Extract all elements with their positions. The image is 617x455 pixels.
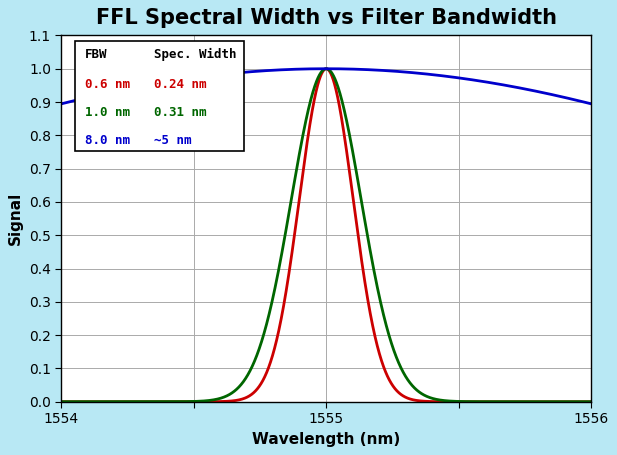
Y-axis label: Signal: Signal: [9, 192, 23, 245]
Text: Spec. Width: Spec. Width: [154, 48, 236, 61]
X-axis label: Wavelength (nm): Wavelength (nm): [252, 432, 400, 447]
Text: 0.24 nm: 0.24 nm: [154, 77, 207, 91]
Text: 0.31 nm: 0.31 nm: [154, 106, 207, 119]
Title: FFL Spectral Width vs Filter Bandwidth: FFL Spectral Width vs Filter Bandwidth: [96, 8, 557, 28]
Text: 1.0 nm: 1.0 nm: [85, 106, 130, 119]
Text: ~5 nm: ~5 nm: [154, 134, 192, 147]
Text: 0.6 nm: 0.6 nm: [85, 77, 130, 91]
Text: 8.0 nm: 8.0 nm: [85, 134, 130, 147]
FancyBboxPatch shape: [75, 41, 244, 151]
Text: FBW: FBW: [85, 48, 108, 61]
